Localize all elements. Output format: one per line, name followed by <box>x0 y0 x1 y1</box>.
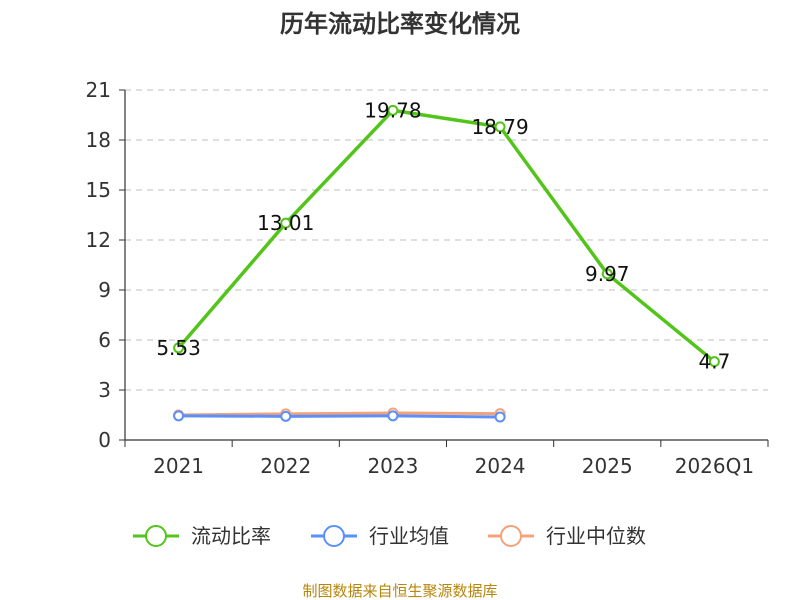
y-tick-label: 12 <box>86 228 111 252</box>
series-line-2 <box>178 411 501 417</box>
data-point <box>280 217 292 229</box>
data-point <box>494 411 506 423</box>
x-tick-label: 2023 <box>367 454 418 478</box>
legend-item-1[interactable]: 行业均值 <box>311 524 449 548</box>
data-point <box>280 410 292 422</box>
y-tick-label: 0 <box>98 428 111 452</box>
x-tick-label: 2024 <box>475 454 526 478</box>
legend-label: 行业中位数 <box>546 524 646 548</box>
data-label: 19.78 <box>364 98 421 122</box>
y-tick-label: 18 <box>86 128 111 152</box>
source-note: 制图数据来自恒生聚源数据库 <box>302 582 497 600</box>
x-tick-label: 2025 <box>582 454 633 478</box>
series-line-0 <box>177 108 716 364</box>
data-point <box>494 121 506 133</box>
x-tick-label: 2021 <box>153 454 204 478</box>
series-lines <box>173 104 720 423</box>
data-label: 5.53 <box>156 336 201 360</box>
legend-label: 流动比率 <box>191 524 271 548</box>
series-line-1 <box>178 414 501 419</box>
data-label: 9.97 <box>585 262 630 286</box>
axes <box>124 90 768 441</box>
data-labels: 5.53 13.01 19.78 18.79 9.97 4.7 <box>156 98 730 373</box>
legend-item-2[interactable]: 行业中位数 <box>488 524 646 548</box>
y-tick-label: 6 <box>98 328 111 352</box>
y-tick-label: 3 <box>98 378 111 402</box>
x-axis-ticks: 2021 2022 2023 2024 2025 2026Q1 <box>124 440 769 478</box>
data-point <box>601 268 613 280</box>
grid-lines <box>125 89 768 391</box>
legend[interactable]: 流动比率 行业均值 行业中位数 <box>133 524 646 548</box>
data-label: 18.79 <box>471 115 528 139</box>
data-point <box>387 410 399 422</box>
chart-title: 历年流动比率变化情况 <box>280 10 520 38</box>
data-point <box>173 410 185 422</box>
y-axis-ticks: 0 3 6 9 12 15 18 21 <box>86 78 125 452</box>
data-point <box>173 342 185 354</box>
data-point <box>708 356 720 368</box>
legend-item-0[interactable]: 流动比率 <box>133 524 271 548</box>
legend-marker <box>323 525 345 547</box>
y-tick-label: 15 <box>86 178 111 202</box>
y-tick-label: 9 <box>98 278 111 302</box>
data-point <box>387 104 399 116</box>
data-label: 13.01 <box>257 211 314 235</box>
x-tick-label: 2026Q1 <box>675 454 754 478</box>
legend-label: 行业均值 <box>369 524 449 548</box>
y-tick-label: 21 <box>86 78 111 102</box>
x-tick-label: 2022 <box>260 454 311 478</box>
data-label: 4.7 <box>699 350 731 374</box>
legend-marker <box>145 525 167 547</box>
legend-marker <box>500 525 522 547</box>
